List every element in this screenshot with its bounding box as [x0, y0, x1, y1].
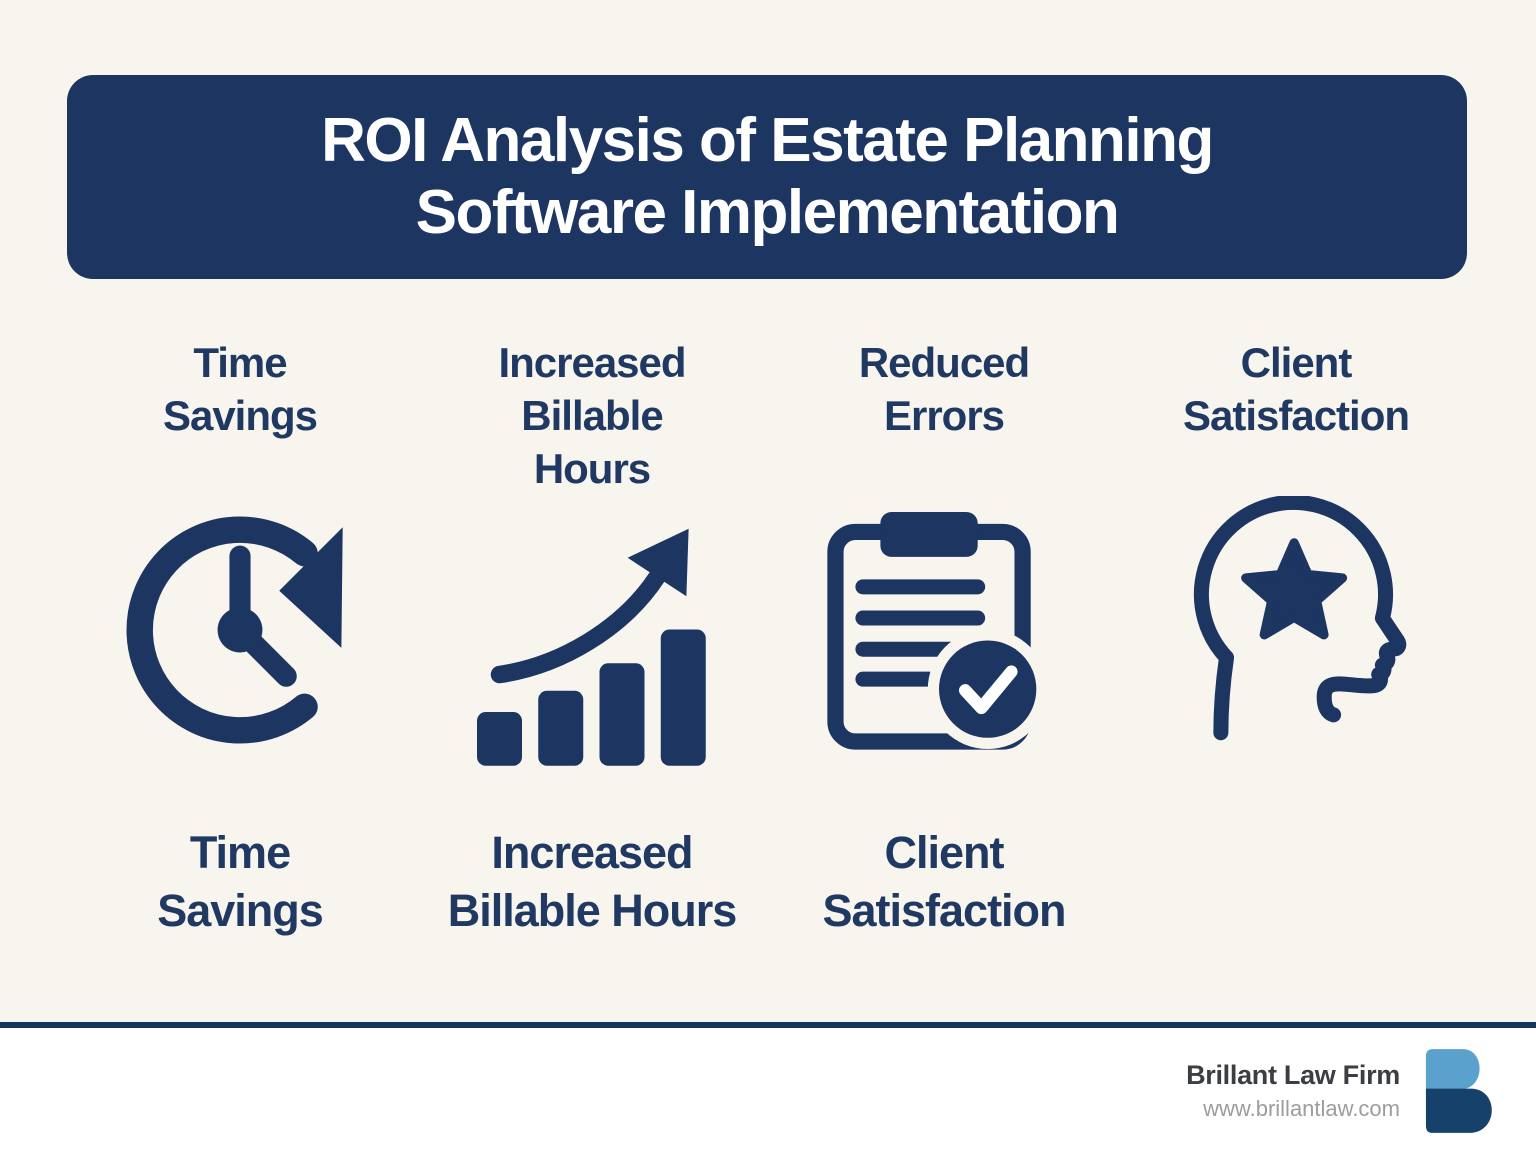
bottom-labels-row: Time Savings Increased Billable Hours Cl…: [64, 824, 1472, 939]
title-banner: ROI Analysis of Estate Planning Software…: [67, 75, 1467, 279]
time-savings-bottom-label: Time Savings: [157, 827, 324, 936]
column-billable-hours: Increased Billable Hours: [416, 337, 768, 496]
footer-text-block: Brillant Law Firm www.brillantlaw.com: [1186, 1060, 1400, 1122]
column-time-savings: Time Savings: [64, 337, 416, 496]
clipboard-check-icon: [827, 511, 1048, 750]
icon-cell-time-savings: [64, 496, 416, 772]
column-reduced-errors: Reduced Errors: [768, 337, 1120, 496]
billable-hours-label: Increased Billable Hours: [498, 339, 686, 492]
client-satisfaction-bottom-label: Client Satisfaction: [822, 827, 1066, 936]
client-satisfaction-label: Client Satisfaction: [1182, 339, 1410, 439]
bottom-cell-time-savings: Time Savings: [64, 824, 416, 939]
letter-b-logo: [1425, 1049, 1492, 1133]
bar-chart-growth-icon: [477, 528, 706, 766]
footer: Brillant Law Firm www.brillantlaw.com: [0, 1028, 1536, 1154]
bottom-cell-billable-hours: Increased Billable Hours: [416, 824, 768, 939]
column-client-satisfaction: Client Satisfaction: [1120, 337, 1472, 496]
clock-history-icon: [126, 516, 343, 744]
billable-hours-bottom-label: Increased Billable Hours: [447, 827, 738, 936]
icon-cell-reduced-errors: [768, 496, 1120, 772]
company-name: Brillant Law Firm: [1186, 1060, 1400, 1090]
bottom-cell-empty: [1120, 824, 1472, 939]
bottom-cell-client-satisfaction: Client Satisfaction: [768, 824, 1120, 939]
time-savings-label: Time Savings: [162, 339, 318, 439]
top-labels-row: Time Savings Increased Billable Hours Re…: [64, 337, 1472, 496]
icon-cell-client-satisfaction: [1120, 496, 1472, 772]
icon-cell-billable-hours: [416, 496, 768, 772]
head-star-icon: [1193, 496, 1407, 741]
reduced-errors-label: Reduced Errors: [858, 339, 1030, 439]
footer-divider: [0, 1022, 1536, 1028]
page-title: ROI Analysis of Estate Planning Software…: [321, 106, 1214, 247]
icons-row: [64, 496, 1472, 772]
company-website: www.brillantlaw.com: [1203, 1096, 1400, 1121]
